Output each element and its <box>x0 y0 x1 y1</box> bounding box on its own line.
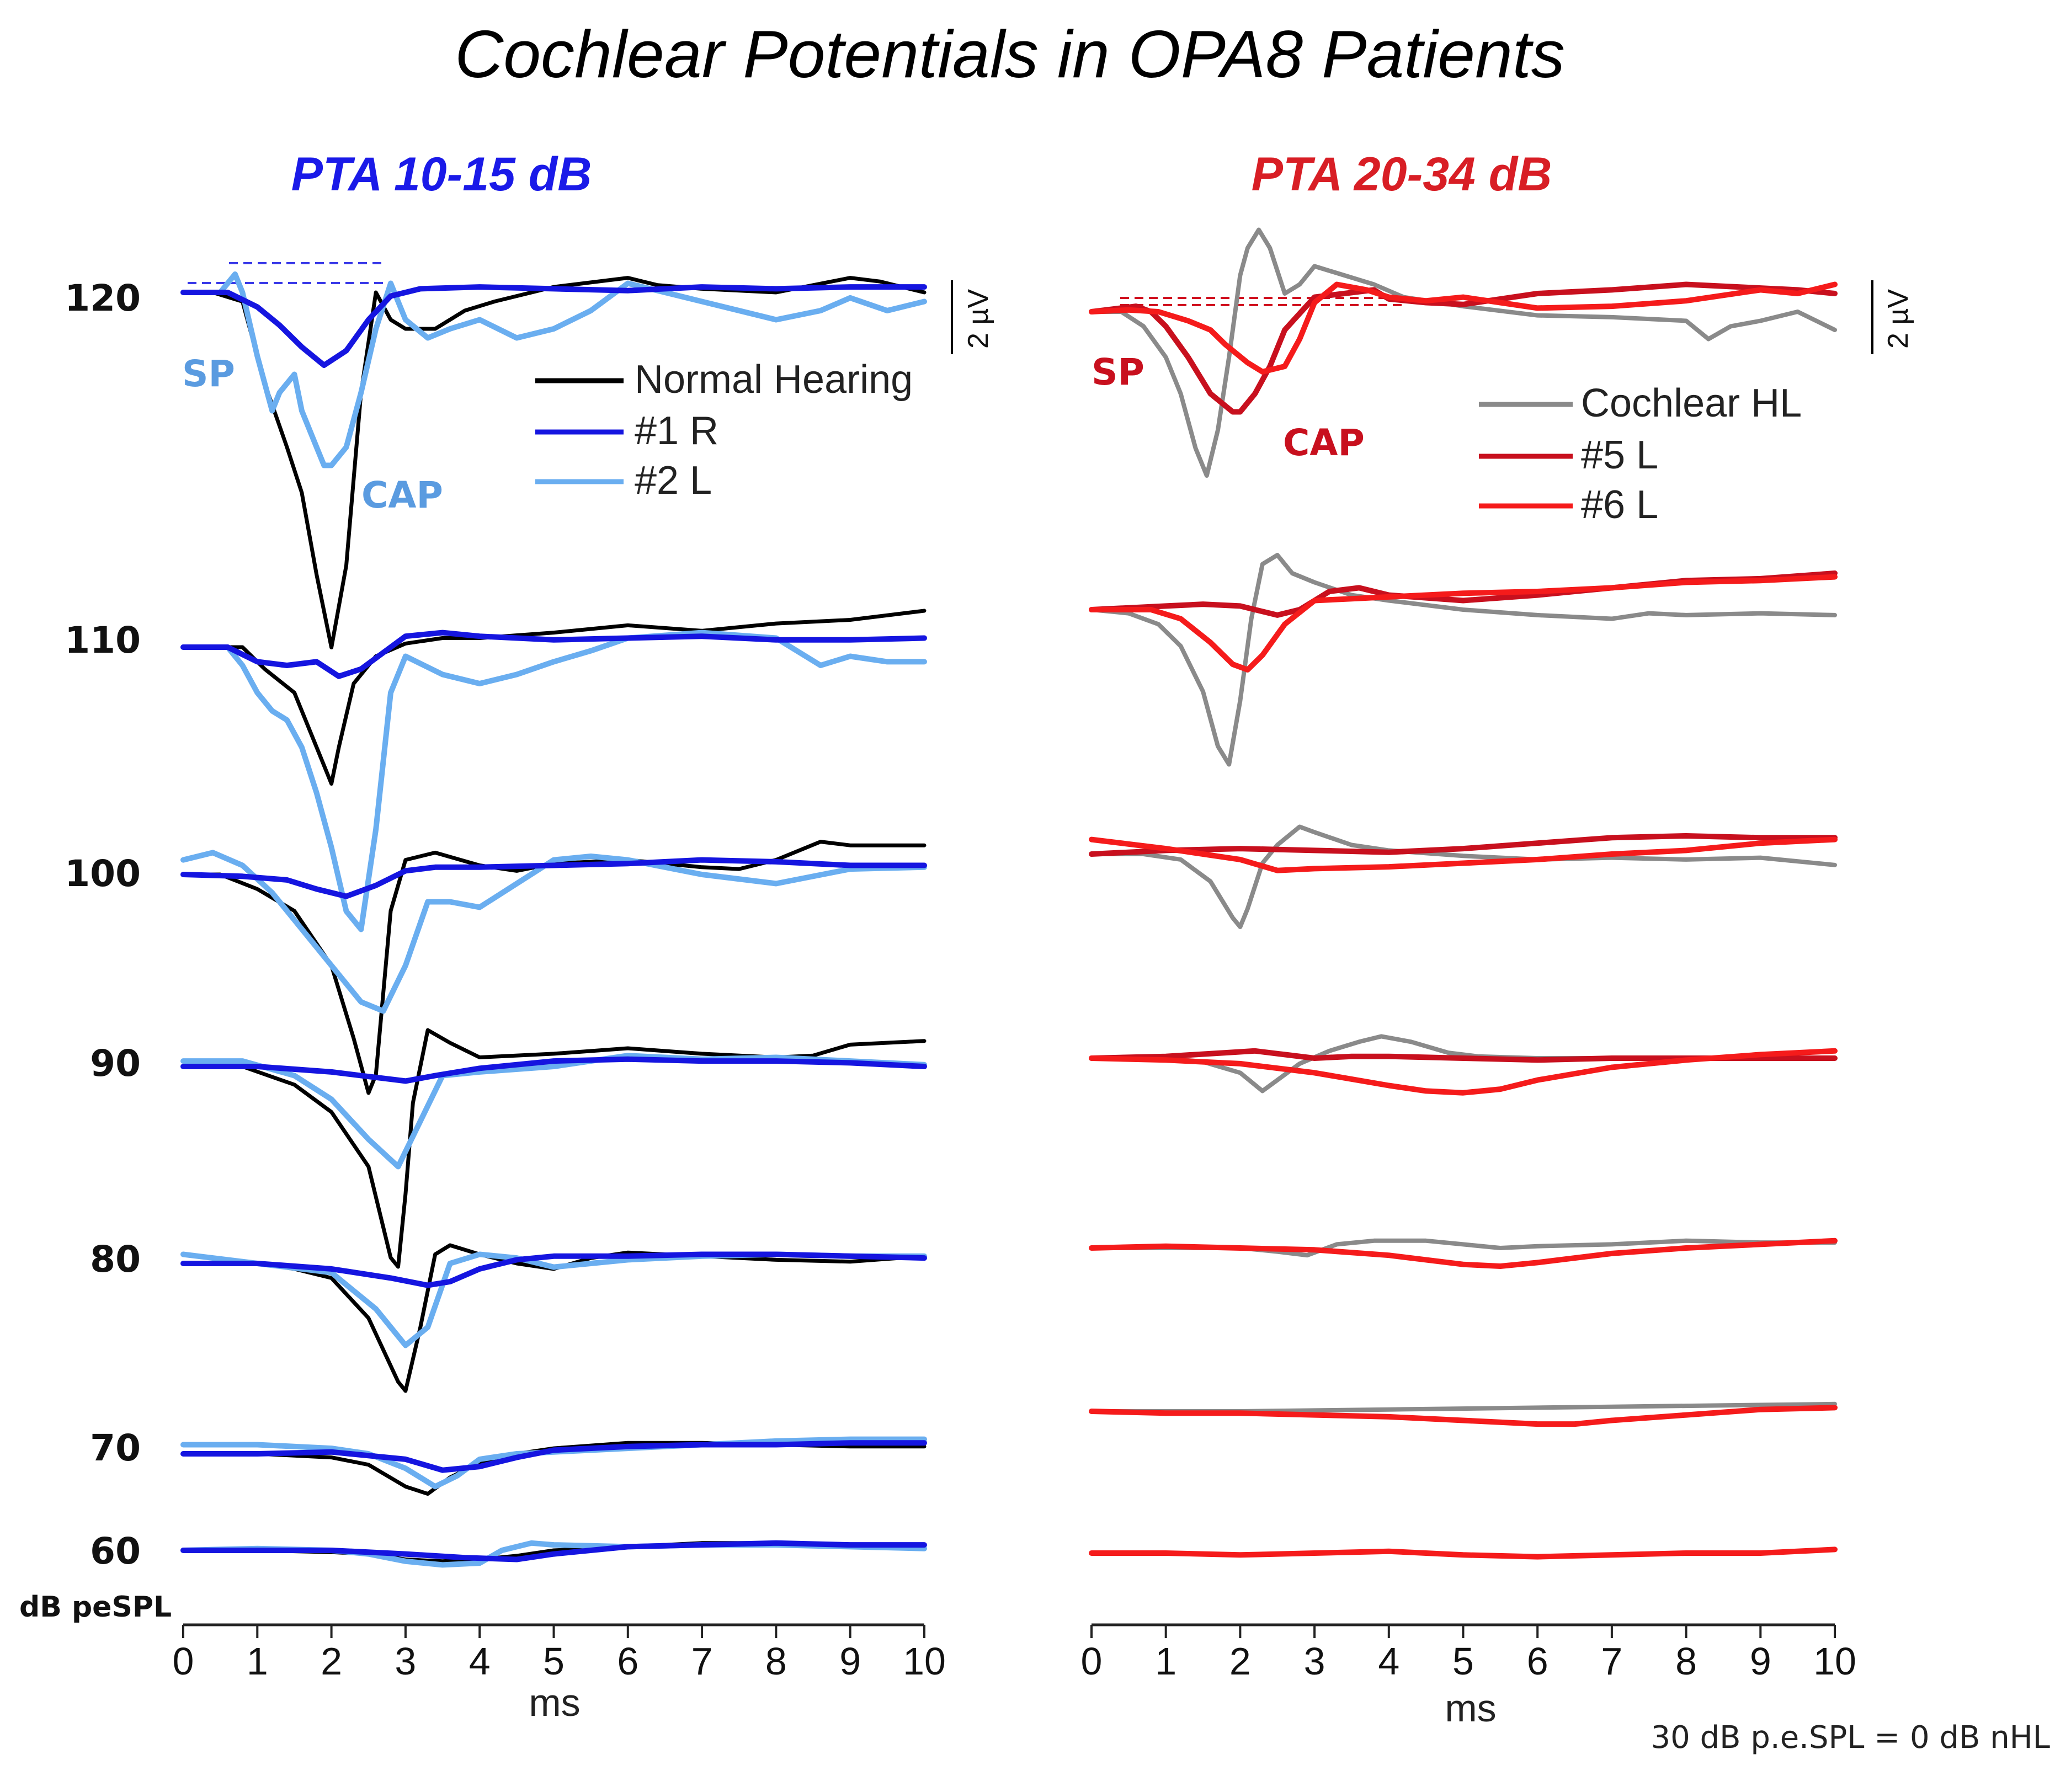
level-label-110: 110 <box>65 619 141 662</box>
trace-p2-100db <box>180 850 927 1014</box>
trace-p6-60db <box>1089 1546 1838 1560</box>
trace-p6-100db <box>1089 836 1838 873</box>
legend-label-cochlear: Cochlear HL <box>1581 381 1802 425</box>
trace-cochlear-100db <box>1089 824 1837 929</box>
level-label-70: 70 <box>90 1427 141 1469</box>
right-panel-title: PTA 20-34 dB <box>1252 148 1552 201</box>
right-x-axis-label: ms <box>1445 1687 1496 1730</box>
left-panel-traces <box>180 271 927 1568</box>
trace-p6-90db <box>1089 1048 1838 1096</box>
trace-cochlear-120db <box>1089 227 1837 478</box>
calibration-note: 30 dB p.e.SPL = 0 dB nHL <box>1651 1720 2050 1756</box>
level-label-80: 80 <box>90 1238 141 1281</box>
x-tick-label-4: 4 <box>1378 1640 1399 1683</box>
x-tick-label-1: 1 <box>1155 1640 1176 1683</box>
trace-p5-90db <box>1089 1048 1838 1063</box>
trace-normal-110db <box>181 609 927 786</box>
trace-p1-80db <box>180 1251 927 1288</box>
trace-p6-70db <box>1089 1405 1838 1427</box>
trace-normal-120db <box>181 276 927 649</box>
left-cap-label: CAP <box>361 474 443 516</box>
x-tick-label-4: 4 <box>469 1640 491 1683</box>
x-tick-label-9: 9 <box>1750 1640 1771 1683</box>
left-panel-title: PTA 10-15 dB <box>291 148 592 201</box>
level-labels: 120 110 100 90 80 70 60 dB peSPL <box>19 277 172 1624</box>
right-legend: Cochlear HL #5 L #6 L <box>1479 381 1802 527</box>
trace-p6-80db <box>1089 1238 1838 1269</box>
left-scale-bar: 2 µV <box>951 280 994 354</box>
x-tick-label-2: 2 <box>1229 1640 1251 1683</box>
trace-p1-70db <box>180 1440 927 1473</box>
level-label-100: 100 <box>65 852 141 895</box>
x-tick-label-5: 5 <box>543 1640 565 1683</box>
right-panel-traces <box>1089 227 1838 1560</box>
left-x-axis-label: ms <box>529 1681 580 1724</box>
x-tick-label-0: 0 <box>173 1640 194 1683</box>
trace-p2-120db <box>180 271 927 468</box>
x-tick-label-6: 6 <box>617 1640 638 1683</box>
left-scale-bar-label: 2 µV <box>962 289 994 349</box>
trace-p2-90db <box>180 1053 927 1170</box>
left-legend: Normal Hearing #1 R #2 L <box>535 358 913 503</box>
legend-label-p1: #1 R <box>635 409 718 453</box>
right-sp-label: SP <box>1092 351 1144 393</box>
x-tick-label-6: 6 <box>1527 1640 1548 1683</box>
right-x-axis: 0 1 2 3 4 5 6 7 8 9 10 <box>1081 1623 1856 1683</box>
right-cap-label: CAP <box>1283 422 1365 464</box>
x-tick-label-0: 0 <box>1081 1640 1103 1683</box>
level-label-90: 90 <box>90 1042 141 1085</box>
x-tick-label-7: 7 <box>691 1640 713 1683</box>
x-tick-label-1: 1 <box>247 1640 268 1683</box>
x-tick-label-2: 2 <box>321 1640 342 1683</box>
right-reference-lines <box>1120 297 1407 306</box>
right-scale-bar: 2 µV <box>1871 280 1914 354</box>
x-tick-label-3: 3 <box>395 1640 416 1683</box>
x-tick-label-8: 8 <box>1675 1640 1697 1683</box>
x-tick-label-5: 5 <box>1452 1640 1474 1683</box>
trace-p1-60db <box>180 1540 927 1562</box>
trace-p1-100db <box>180 857 927 899</box>
trace-p1-120db <box>180 284 927 368</box>
trace-p6-110db <box>1089 574 1838 673</box>
trace-p5-120db <box>1089 281 1838 415</box>
trace-p6-120db <box>1089 281 1838 375</box>
x-tick-label-8: 8 <box>765 1640 787 1683</box>
figure-title: Cochlear Potentials in OPA8 Patients <box>455 17 1565 92</box>
x-tick-label-7: 7 <box>1601 1640 1622 1683</box>
left-reference-lines <box>188 262 386 284</box>
right-scale-bar-label: 2 µV <box>1882 289 1914 349</box>
level-label-60: 60 <box>90 1530 141 1572</box>
legend-label-normal: Normal Hearing <box>635 358 913 402</box>
level-unit-label: dB peSPL <box>19 1591 172 1624</box>
trace-p1-110db <box>180 630 927 679</box>
x-tick-label-9: 9 <box>839 1640 861 1683</box>
legend-label-p5: #5 L <box>1581 433 1658 477</box>
level-label-120: 120 <box>65 277 141 319</box>
legend-label-p6: #6 L <box>1581 483 1658 527</box>
legend-label-p2: #2 L <box>635 458 712 503</box>
trace-p1-90db <box>180 1056 927 1084</box>
trace-p5-100db <box>1089 833 1838 857</box>
x-tick-label-10: 10 <box>1813 1640 1856 1683</box>
x-tick-label-3: 3 <box>1304 1640 1325 1683</box>
left-sp-label: SP <box>182 353 235 395</box>
left-x-axis: 0 1 2 3 4 5 6 7 8 9 10 <box>173 1623 946 1683</box>
trace-cochlear-110db <box>1089 553 1837 767</box>
x-tick-label-10: 10 <box>903 1640 946 1683</box>
